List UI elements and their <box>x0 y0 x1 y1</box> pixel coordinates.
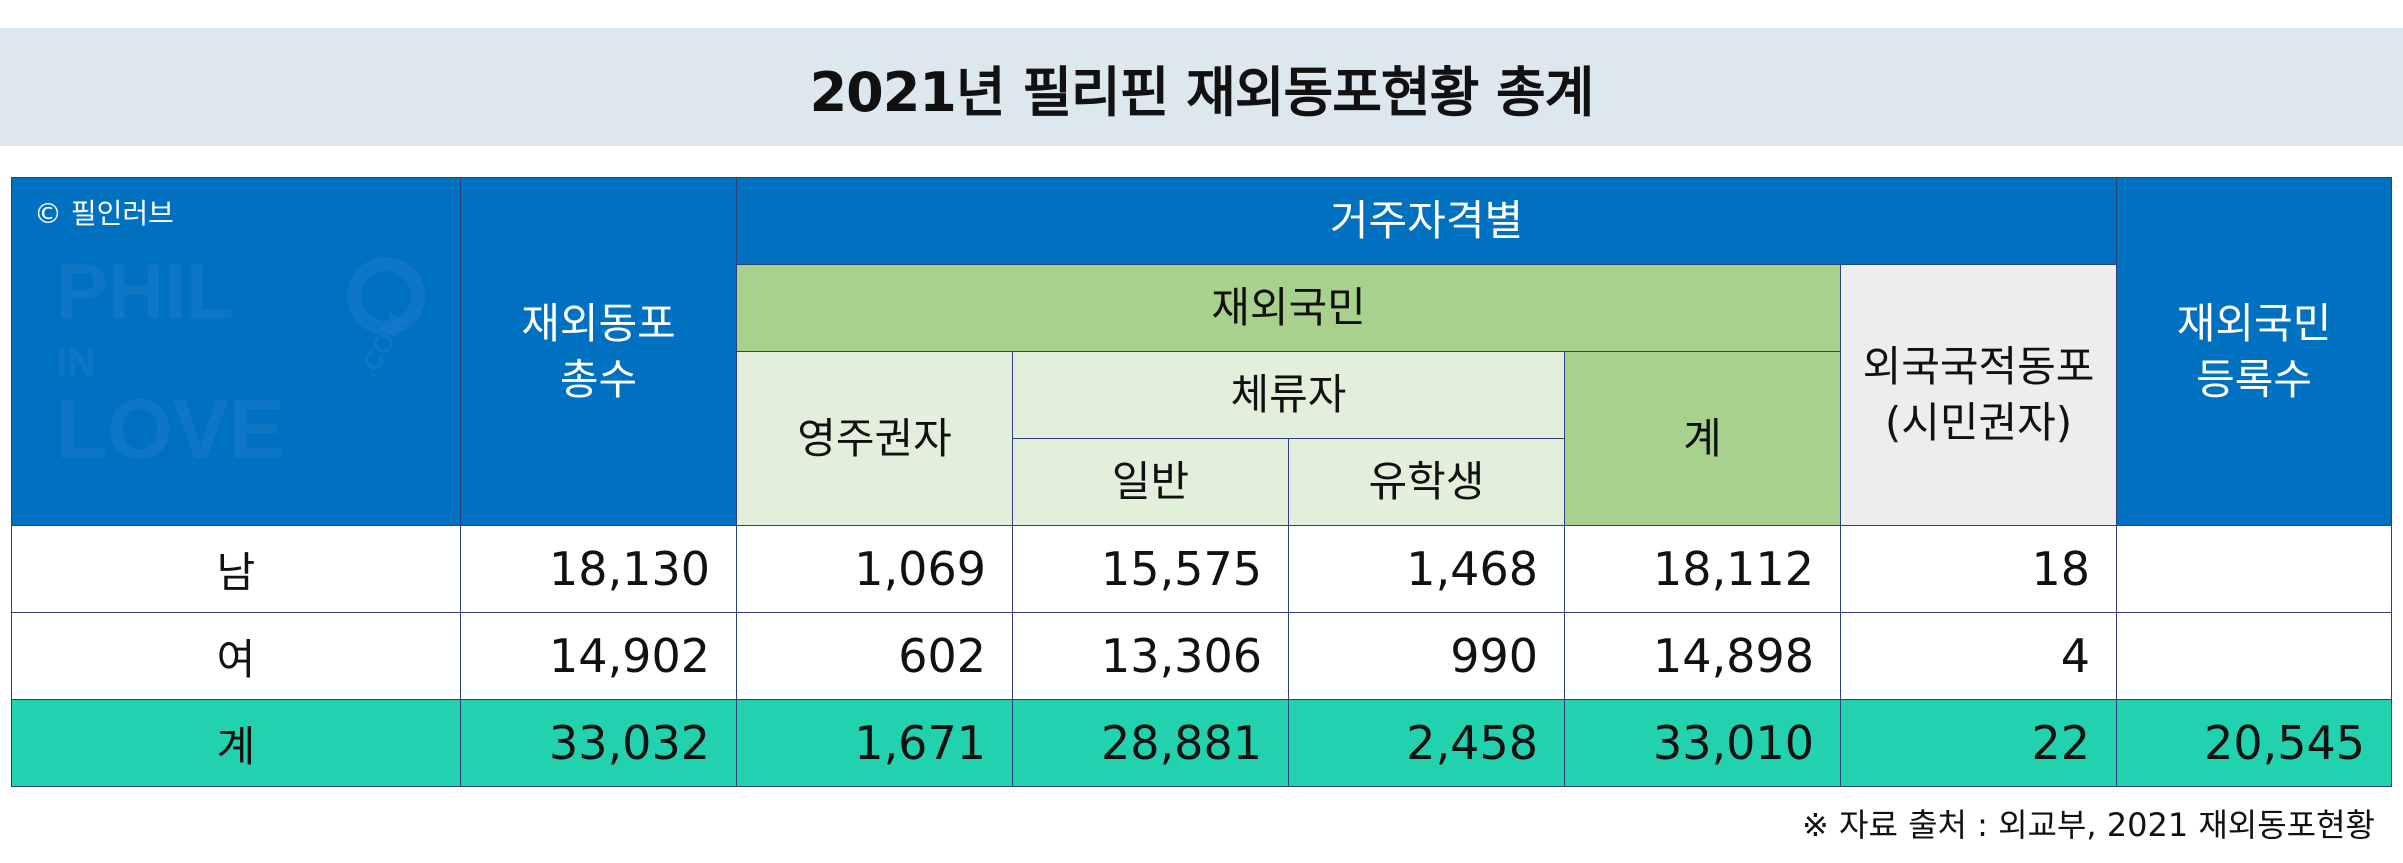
header-foreign-nationals: 외국국적동포 (시민권자) <box>1839 264 2118 526</box>
cell-registered <box>2116 612 2393 700</box>
logo-cell: © 필인러브 PHIL IN .COM LOVE <box>11 177 461 526</box>
cell-subtotal: 33,010 <box>1564 699 1841 787</box>
cell-permanent: 602 <box>736 612 1013 700</box>
cell-foreign: 22 <box>1839 699 2118 787</box>
cell-total: 33,032 <box>460 699 737 787</box>
header-total-overseas: 재외동포 총수 <box>460 177 737 526</box>
cell-total: 18,130 <box>460 525 737 613</box>
statistics-table: © 필인러브 PHIL IN .COM LOVE 재외동포 총수 거주자격별 재… <box>11 177 2393 787</box>
cell-student: 1,468 <box>1288 525 1565 613</box>
cell-subtotal: 14,898 <box>1564 612 1841 700</box>
cell-foreign: 4 <box>1839 612 2118 700</box>
cell-registered <box>2116 525 2393 613</box>
page-title: 2021년 필리핀 재외동포현황 총계 <box>809 60 1595 124</box>
header-row-3: 영주권자 체류자 계 <box>12 351 2392 526</box>
header-nationals: 재외국민 <box>736 264 1841 352</box>
table-row-male: 남 18,130 1,069 15,575 1,468 18,112 18 <box>11 525 2393 613</box>
cell-general: 28,881 <box>1012 699 1289 787</box>
svg-text:IN: IN <box>56 341 96 385</box>
svg-text:PHIL: PHIL <box>56 248 234 335</box>
source-note: ※ 자료 출처 : 외교부, 2021 재외동포현황 <box>1802 806 2375 844</box>
cell-registered: 20,545 <box>2116 699 2393 787</box>
header-general: 일반 <box>1012 438 1289 526</box>
title-band: 2021년 필리핀 재외동포현황 총계 <box>0 28 2403 146</box>
header-permanent: 영주권자 <box>736 351 1013 526</box>
header-sojourner: 체류자 <box>1012 351 1565 439</box>
row-label: 여 <box>11 612 461 700</box>
header-by-residency: 거주자격별 <box>735 177 2118 265</box>
cell-total: 14,902 <box>460 612 737 700</box>
header-registered: 재외국민 등록수 <box>2116 177 2393 526</box>
header-row-2: 재외국민 외국국적동포 (시민권자) <box>12 264 2392 526</box>
row-label: 남 <box>11 525 461 613</box>
header-subtotal: 계 <box>1564 351 1841 526</box>
cell-permanent: 1,671 <box>736 699 1013 787</box>
svg-text:LOVE: LOVE <box>56 382 285 476</box>
header-row-4: 일반 유학생 <box>12 438 2392 526</box>
cell-subtotal: 18,112 <box>1564 525 1841 613</box>
cell-student: 990 <box>1288 612 1565 700</box>
cell-foreign: 18 <box>1839 525 2118 613</box>
table-row-female: 여 14,902 602 13,306 990 14,898 4 <box>11 612 2393 700</box>
cell-student: 2,458 <box>1288 699 1565 787</box>
copyright-label: © 필인러브 <box>34 197 174 230</box>
cell-general: 13,306 <box>1012 612 1289 700</box>
cell-permanent: 1,069 <box>736 525 1013 613</box>
row-label: 계 <box>11 699 461 787</box>
philinlove-watermark-logo: PHIL IN .COM LOVE <box>56 248 425 476</box>
cell-general: 15,575 <box>1012 525 1289 613</box>
table-row-total: 계 33,032 1,671 28,881 2,458 33,010 22 20… <box>11 699 2393 787</box>
header-row-1: © 필인러브 PHIL IN .COM LOVE 재외동포 총수 거주자격별 재… <box>11 177 2393 526</box>
header-student: 유학생 <box>1288 438 1565 526</box>
